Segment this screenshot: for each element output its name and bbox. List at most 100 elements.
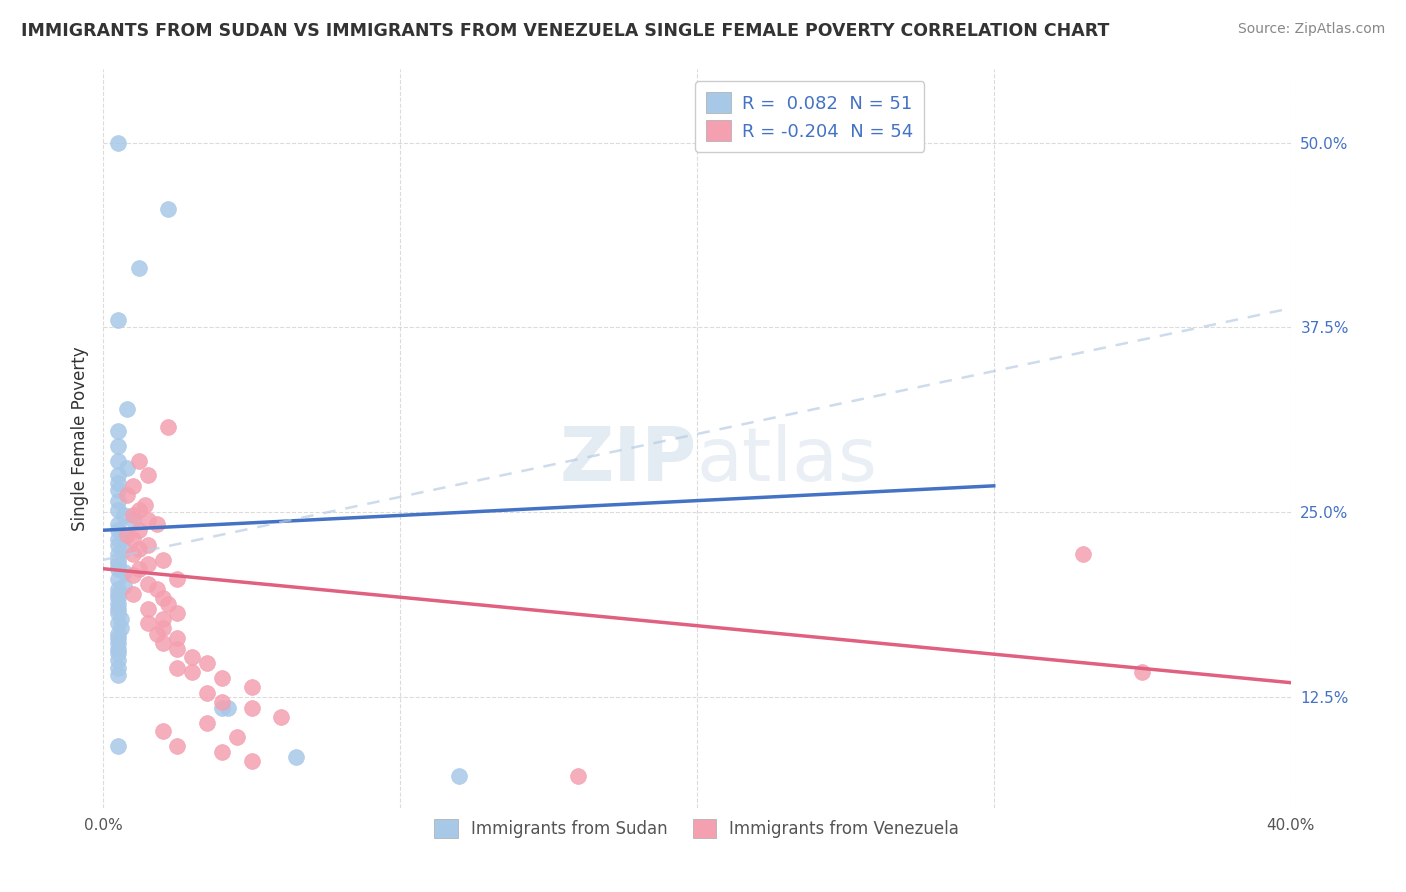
Point bbox=[121, 513, 143, 527]
Point bbox=[1130, 665, 1153, 680]
Point bbox=[107, 572, 129, 586]
Point bbox=[128, 261, 150, 276]
Point bbox=[166, 739, 188, 754]
Point bbox=[152, 724, 174, 739]
Point bbox=[145, 582, 167, 597]
Point bbox=[136, 576, 159, 591]
Point bbox=[128, 502, 150, 516]
Point bbox=[107, 547, 129, 561]
Point bbox=[128, 542, 150, 557]
Point bbox=[121, 479, 143, 493]
Text: Source: ZipAtlas.com: Source: ZipAtlas.com bbox=[1237, 22, 1385, 37]
Text: atlas: atlas bbox=[697, 425, 877, 497]
Point bbox=[107, 313, 129, 327]
Point bbox=[181, 665, 204, 680]
Point bbox=[110, 621, 132, 635]
Point bbox=[128, 562, 150, 576]
Point bbox=[145, 517, 167, 532]
Point bbox=[107, 601, 129, 615]
Point bbox=[107, 562, 129, 576]
Point bbox=[567, 769, 589, 783]
Point bbox=[225, 731, 247, 745]
Point bbox=[121, 587, 143, 601]
Point bbox=[107, 523, 129, 537]
Point bbox=[152, 612, 174, 626]
Point bbox=[107, 517, 129, 532]
Point bbox=[449, 769, 471, 783]
Point bbox=[270, 709, 292, 723]
Point bbox=[152, 591, 174, 606]
Point bbox=[112, 579, 135, 593]
Point bbox=[115, 488, 138, 502]
Point bbox=[136, 513, 159, 527]
Point bbox=[115, 461, 138, 475]
Point bbox=[107, 558, 129, 572]
Point bbox=[181, 650, 204, 665]
Point bbox=[152, 553, 174, 567]
Point bbox=[110, 612, 132, 626]
Point bbox=[285, 749, 308, 764]
Point bbox=[195, 657, 218, 671]
Point bbox=[240, 680, 263, 694]
Point bbox=[107, 502, 129, 516]
Y-axis label: Single Female Poverty: Single Female Poverty bbox=[72, 346, 89, 531]
Point bbox=[107, 532, 129, 546]
Point bbox=[107, 587, 129, 601]
Point bbox=[136, 601, 159, 615]
Point bbox=[134, 498, 156, 512]
Point bbox=[115, 527, 138, 541]
Point bbox=[195, 715, 218, 730]
Point bbox=[112, 508, 135, 523]
Point bbox=[107, 627, 129, 641]
Point bbox=[128, 453, 150, 467]
Point bbox=[240, 754, 263, 768]
Point bbox=[107, 136, 129, 150]
Point bbox=[107, 453, 129, 467]
Point bbox=[115, 401, 138, 416]
Point bbox=[107, 636, 129, 650]
Point bbox=[107, 668, 129, 682]
Point bbox=[107, 582, 129, 597]
Point bbox=[152, 621, 174, 635]
Point bbox=[211, 745, 233, 759]
Point bbox=[166, 641, 188, 656]
Point bbox=[107, 439, 129, 453]
Point bbox=[121, 567, 143, 582]
Point bbox=[211, 671, 233, 685]
Point bbox=[145, 627, 167, 641]
Point bbox=[166, 661, 188, 675]
Point bbox=[121, 547, 143, 561]
Point bbox=[107, 661, 129, 675]
Point bbox=[217, 701, 239, 715]
Point bbox=[112, 527, 135, 541]
Point bbox=[107, 493, 129, 508]
Point bbox=[166, 572, 188, 586]
Text: IMMIGRANTS FROM SUDAN VS IMMIGRANTS FROM VENEZUELA SINGLE FEMALE POVERTY CORRELA: IMMIGRANTS FROM SUDAN VS IMMIGRANTS FROM… bbox=[21, 22, 1109, 40]
Point bbox=[112, 565, 135, 579]
Point bbox=[211, 695, 233, 709]
Point bbox=[107, 538, 129, 552]
Point bbox=[157, 597, 180, 611]
Point bbox=[107, 653, 129, 667]
Point bbox=[107, 632, 129, 646]
Point bbox=[107, 606, 129, 620]
Text: ZIP: ZIP bbox=[560, 425, 697, 497]
Point bbox=[112, 542, 135, 557]
Point bbox=[152, 636, 174, 650]
Point bbox=[107, 591, 129, 606]
Point bbox=[107, 468, 129, 483]
Legend: Immigrants from Sudan, Immigrants from Venezuela: Immigrants from Sudan, Immigrants from V… bbox=[427, 812, 966, 845]
Point bbox=[107, 553, 129, 567]
Point bbox=[107, 424, 129, 438]
Point bbox=[1071, 547, 1094, 561]
Point bbox=[136, 538, 159, 552]
Point bbox=[107, 475, 129, 490]
Point bbox=[121, 532, 143, 546]
Point bbox=[136, 616, 159, 631]
Point bbox=[157, 419, 180, 434]
Point bbox=[107, 646, 129, 660]
Point bbox=[107, 483, 129, 498]
Point bbox=[107, 597, 129, 611]
Point bbox=[136, 468, 159, 483]
Point bbox=[121, 508, 143, 523]
